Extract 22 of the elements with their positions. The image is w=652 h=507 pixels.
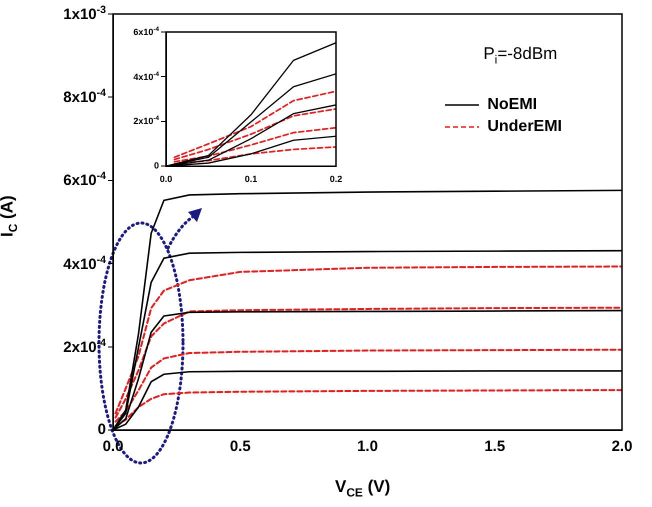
x-tick-label: 0.1 [244,174,258,184]
legend-label: UnderEMI [487,118,562,136]
x-tick-label: 0.2 [330,174,342,184]
x-axis-title: V$_{CE}$ (V) [335,476,390,499]
x-tick-label: 0.5 [230,438,251,456]
y-tick-label: 6x10$^{-4}$ [133,26,159,38]
y-tick-label: 0 [98,421,106,439]
y-tick-label: 4x10$^{-4}$ [133,70,159,83]
y-tick-label: 6x10$^{-4}$ [63,170,106,190]
annotation: P$_{i}$=-8dBm [483,44,558,66]
y-tick-label: 2x10$^{-4}$ [133,116,159,128]
y-tick-label: 4x10$^{-4}$ [63,254,106,274]
x-tick-label: 1.5 [484,438,506,456]
x-tick-label: 1.0 [357,438,378,456]
x-tick-label: 2.0 [612,438,632,456]
y-tick-label: 0 [154,160,159,172]
x-tick-label: 0.0 [102,438,124,456]
y-tick-label: 1x10$^{-3}$ [63,4,106,24]
legend-label: NoEMI [487,96,538,114]
y-tick-label: 2x10$^{-4}$ [63,336,106,357]
x-tick-label: 0.0 [160,174,172,184]
y-tick-label: 8x10$^{-4}$ [63,87,106,108]
